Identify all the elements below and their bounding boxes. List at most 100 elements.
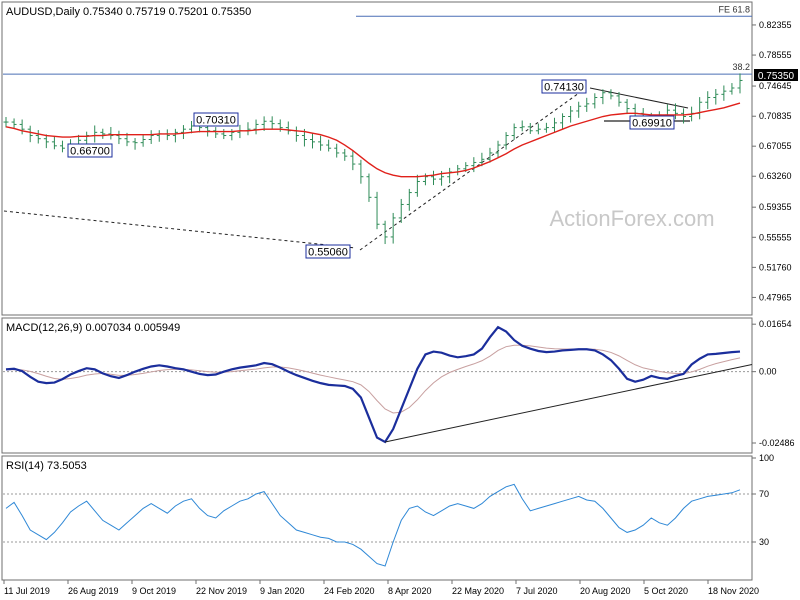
y-axis: 0.82355 0.78555 0.74645 0.70835 0.67055 0.632… — [752, 20, 795, 547]
x-tick-label: 24 Feb 2020 — [324, 586, 375, 596]
price-bar — [59, 140, 65, 153]
y-tick-label: 0.82355 — [759, 20, 792, 30]
dotted-trendline-long — [3, 210, 357, 249]
x-axis: 11 Jul 2019 26 Aug 2019 9 Oct 2019 22 Nov 2… — [3, 580, 759, 596]
price-bar — [681, 108, 687, 124]
pivot-label: 0.70310 — [193, 112, 239, 127]
level-label: FE 61.8 — [718, 4, 750, 14]
y-tick-label: 0.51760 — [759, 262, 792, 272]
rsi-panel — [1, 455, 753, 581]
svg-text:0.74130: 0.74130 — [544, 82, 584, 94]
y-tick-label: 70 — [759, 489, 769, 499]
price-bar — [3, 116, 9, 128]
y-tick-label: 0.74645 — [759, 81, 792, 91]
pivot-label: 0.55060 — [305, 244, 351, 259]
price-bar — [737, 73, 743, 94]
pivot-label: 0.74130 — [541, 79, 587, 94]
macd-panel-title: MACD(12,26,9) 0.007034 0.005949 — [6, 322, 180, 334]
price-bar — [616, 92, 622, 107]
price-bar — [713, 88, 719, 105]
y-tick-label: 0.01654 — [759, 319, 792, 329]
price-bar — [624, 98, 630, 115]
svg-text:0.69910: 0.69910 — [632, 118, 672, 130]
price-bar — [374, 191, 380, 230]
price-bar — [600, 89, 606, 105]
price-bar — [221, 128, 227, 140]
y-tick-label: 0.00 — [759, 367, 777, 377]
price-bar — [568, 106, 574, 123]
x-tick-label: 8 Apr 2020 — [388, 586, 432, 596]
svg-text:0.70310: 0.70310 — [196, 115, 236, 127]
price-bar — [132, 138, 138, 150]
price-bar — [140, 134, 146, 147]
price-bar — [350, 150, 356, 171]
price-bar — [495, 140, 501, 159]
price-bar — [342, 148, 348, 161]
price-bar — [487, 147, 493, 163]
price-bar — [592, 93, 598, 109]
svg-text:0.55060: 0.55060 — [308, 247, 348, 259]
price-bar — [180, 125, 186, 140]
x-tick-label: 9 Jan 2020 — [260, 586, 305, 596]
price-bar — [430, 170, 436, 186]
price-bar — [584, 97, 590, 112]
y-tick-label: 0.70835 — [759, 111, 792, 121]
svg-text:0.66700: 0.66700 — [70, 146, 110, 158]
price-bar — [390, 212, 396, 244]
price-bar — [116, 130, 122, 145]
y-tick-label: 100 — [759, 453, 774, 463]
price-bar — [503, 132, 509, 150]
x-tick-label: 9 Oct 2019 — [132, 586, 176, 596]
price-bar — [326, 139, 332, 152]
x-tick-label: 22 May 2020 — [452, 586, 504, 596]
macd-trendline — [384, 363, 753, 443]
price-bar — [705, 91, 711, 110]
x-tick-label: 20 Aug 2020 — [580, 586, 631, 596]
price-bar — [576, 101, 582, 118]
price-bar — [19, 119, 25, 135]
price-bar — [366, 173, 372, 202]
price-bar — [519, 120, 525, 132]
price-bar — [172, 128, 178, 143]
price-bar — [672, 103, 678, 120]
price-bar — [560, 113, 566, 130]
price-bar — [527, 122, 533, 134]
y-tick-label: 0.63260 — [759, 171, 792, 181]
price-bar — [543, 122, 549, 133]
price-level-lines: FE 61.8 38.2 — [3, 4, 752, 75]
price-bar — [721, 85, 727, 101]
dotted-trendline-recovery — [359, 87, 587, 251]
price-bar — [479, 152, 485, 167]
y-tick-label: -0.02486 — [759, 438, 795, 448]
y-tick-label: 0.59355 — [759, 202, 792, 212]
price-bar — [51, 136, 57, 150]
price-bar — [406, 188, 412, 211]
price-bar — [148, 130, 154, 144]
y-tick-label: 30 — [759, 537, 769, 547]
x-tick-label: 18 Nov 2020 — [708, 586, 759, 596]
price-bar — [43, 134, 49, 149]
price-bar — [471, 157, 477, 173]
rsi-panel-title: RSI(14) 73.5053 — [6, 460, 87, 472]
price-bar — [11, 118, 17, 129]
price-bar — [35, 130, 41, 144]
price-bar — [213, 127, 219, 138]
y-tick-label: 0.67055 — [759, 141, 792, 151]
macd-line — [5, 325, 741, 444]
macd-panel — [1, 317, 753, 454]
price-panel — [1, 1, 753, 316]
price-bar — [382, 220, 388, 245]
price-bar — [551, 117, 557, 133]
x-tick-label: 26 Aug 2019 — [68, 586, 119, 596]
price-bar — [108, 126, 114, 140]
price-bar — [608, 89, 614, 100]
price-panel-title: AUDUSD,Daily 0.75340 0.75719 0.75201 0.7… — [6, 6, 251, 18]
price-bar — [414, 174, 420, 197]
pivot-label: 0.66700 — [67, 143, 113, 158]
price-bar — [535, 123, 541, 135]
rsi-line — [5, 483, 741, 567]
level-label: 38.2 — [732, 62, 750, 72]
x-tick-label: 5 Oct 2020 — [644, 586, 688, 596]
current-price-label: 0.75350 — [758, 71, 795, 82]
